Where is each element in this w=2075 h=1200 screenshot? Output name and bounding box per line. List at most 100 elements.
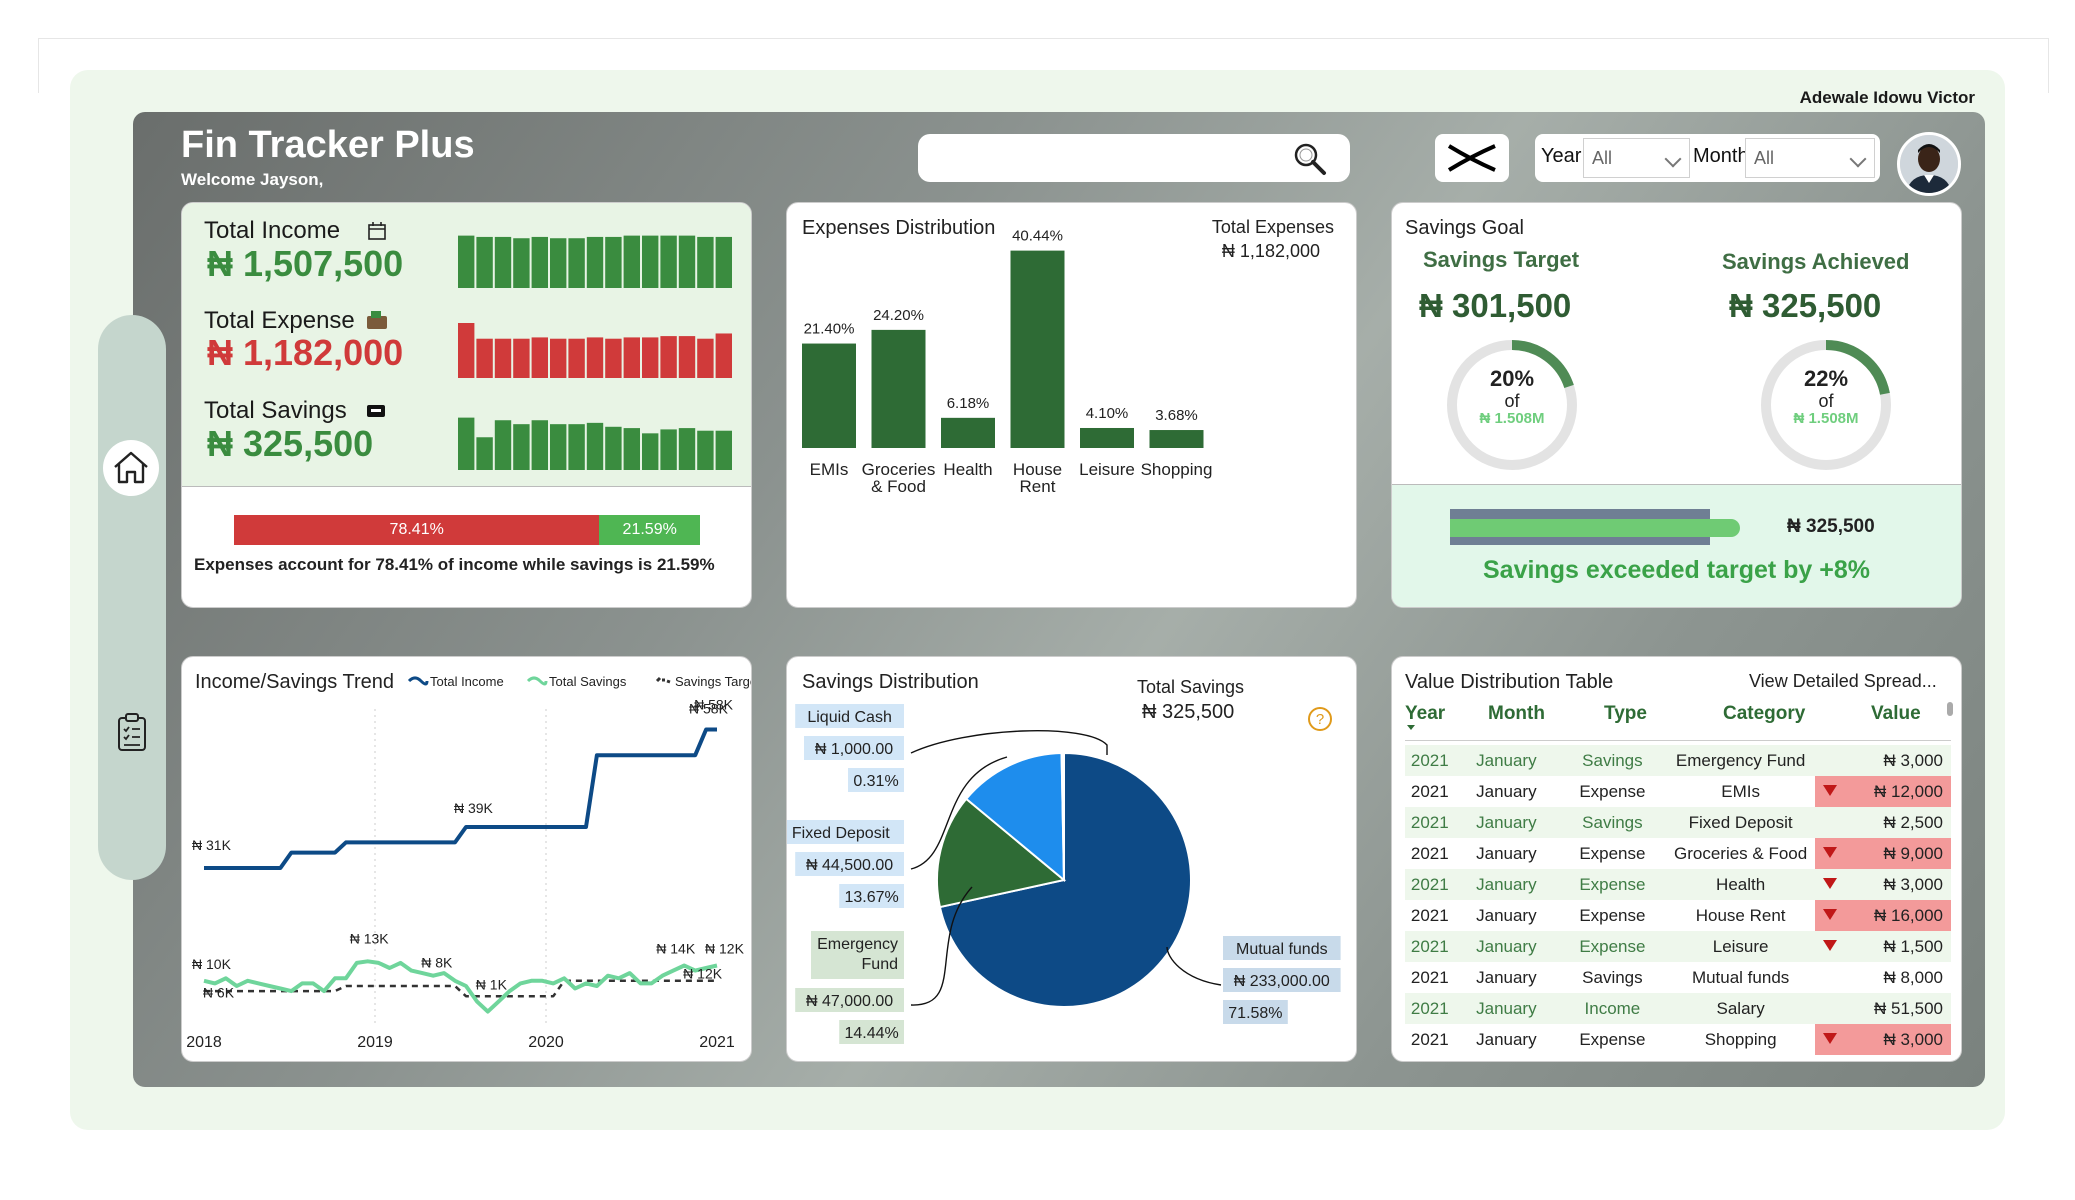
cell-value: ₦ 8,000 xyxy=(1883,967,1943,987)
table-row[interactable]: 2021 January Expense Health ₦ 3,000 xyxy=(1405,869,1951,900)
header-value[interactable]: Value xyxy=(1871,703,1921,724)
help-icon[interactable]: ? xyxy=(1306,705,1334,733)
emergency-fund-label-line2: Fund xyxy=(862,956,898,973)
expense-bar[interactable] xyxy=(1010,250,1065,448)
savings-distribution-title: Savings Distribution xyxy=(802,671,979,693)
expense-category-label: EMIs xyxy=(810,460,849,479)
frame-border-left xyxy=(38,38,39,93)
table-row[interactable]: 2021 January Expense Shopping ₦ 3,000 xyxy=(1405,1024,1951,1055)
expense-data-label: 3.68% xyxy=(1155,407,1198,424)
pie-slice-emergency-fund[interactable] xyxy=(936,797,1067,909)
leader-line xyxy=(910,886,973,1006)
table-row[interactable]: 2021 January Savings Emergency Fund ₦ 3,000 xyxy=(1405,745,1951,776)
cell-year: 2021 xyxy=(1405,931,1455,962)
expenses-card: Expenses Distribution Total Expenses ₦ 1… xyxy=(786,202,1357,608)
savings-target-ring xyxy=(1447,340,1577,470)
expense-bar[interactable] xyxy=(871,329,926,448)
down-arrow-icon xyxy=(1822,1032,1837,1044)
cell-year: 2021 xyxy=(1405,807,1455,838)
header-year[interactable]: Year xyxy=(1405,703,1446,724)
expense-data-label: 24.20% xyxy=(873,307,924,324)
cell-type: Expense xyxy=(1558,869,1667,900)
sparkline-bar xyxy=(531,420,548,470)
pie-slice-fixed-deposit[interactable] xyxy=(964,752,1066,883)
table-row[interactable]: 2021 January Expense Groceries & Food ₦ 9,00… xyxy=(1405,838,1951,869)
down-arrow-icon xyxy=(1822,784,1837,796)
sparkline-bar xyxy=(697,338,714,378)
close-button[interactable] xyxy=(1435,134,1509,182)
expense-bar[interactable] xyxy=(941,417,995,448)
cell-category: Salary xyxy=(1666,993,1815,1024)
table-row[interactable]: 2021 January Expense Leisure ₦ 1,500 xyxy=(1405,931,1951,962)
home-button[interactable] xyxy=(103,440,159,496)
header-type[interactable]: Type xyxy=(1604,703,1647,724)
target-of: of xyxy=(1504,391,1520,411)
avatar-image xyxy=(1900,135,1958,193)
year-filter-select[interactable]: All xyxy=(1583,138,1690,178)
expense-category-label: Health xyxy=(943,460,992,479)
emergency-fund-pct: 14.44% xyxy=(844,1025,898,1042)
expense-value: ₦ 1,182,000 xyxy=(207,332,404,373)
table-row[interactable]: 2021 January Savings Fixed Deposit ₦ 2,500 xyxy=(1405,807,1951,838)
expense-bar[interactable] xyxy=(1149,430,1204,448)
search-input[interactable] xyxy=(918,134,1350,182)
sparkline-bar xyxy=(476,437,493,470)
cell-value: ₦ 12,000 xyxy=(1814,776,1951,807)
point-label: ₦ 58K xyxy=(689,701,729,717)
table-row[interactable]: 2021 January Income Salary ₦ 51,500 xyxy=(1405,993,1951,1024)
achieved-of: of xyxy=(1818,391,1834,411)
mutual-funds-label: Mutual funds xyxy=(1236,941,1328,958)
expense-data-label: 40.44% xyxy=(1012,228,1063,245)
pie-slice-liquid-cash[interactable] xyxy=(1060,751,1065,881)
expense-sparkline xyxy=(458,323,732,378)
sparkline-bar xyxy=(586,422,604,470)
cell-type: Savings xyxy=(1558,807,1667,838)
table-row[interactable]: 2021 January Expense House Rent ₦ 16,000 xyxy=(1405,900,1951,931)
search-icon[interactable] xyxy=(1292,141,1328,177)
table-row[interactable]: 2021 January Expense EMIs ₦ 12,000 xyxy=(1405,776,1951,807)
leader-line xyxy=(910,756,1008,870)
header-month[interactable]: Month xyxy=(1488,703,1545,724)
clipboard-icon[interactable] xyxy=(116,712,148,752)
sparkline-bar xyxy=(715,430,732,470)
cell-value: ₦ 9,000 xyxy=(1814,838,1951,869)
legend-total-income: Total Income xyxy=(430,674,504,689)
sparkline-bar xyxy=(678,235,696,288)
sparkline-bar xyxy=(623,337,640,378)
sparkline-bar xyxy=(660,429,677,470)
cell-value-text: ₦ 3,000 xyxy=(1883,1029,1943,1049)
cell-year: 2021 xyxy=(1410,843,1449,863)
expense-bar[interactable] xyxy=(1080,427,1134,448)
sparkline-bar xyxy=(678,428,696,470)
chevron-down-icon xyxy=(1664,150,1682,168)
sparkline-bar xyxy=(568,424,585,470)
cell-category: Health xyxy=(1666,869,1815,900)
leader-line xyxy=(1166,946,1222,986)
savings-achieved-label: Savings Achieved xyxy=(1722,249,1910,274)
cell-value: ₦ 51,500 xyxy=(1814,993,1951,1024)
emergency-fund-amount: ₦ 47,000.00 xyxy=(806,993,893,1010)
sparkline-bar xyxy=(476,338,493,378)
cell-type: Expense xyxy=(1579,843,1646,863)
table-row[interactable]: 2021 January Savings Mutual funds ₦ 8,000 xyxy=(1405,962,1951,993)
sparkline-bar xyxy=(623,428,640,470)
expense-bar[interactable] xyxy=(802,343,856,448)
cell-year: 2021 xyxy=(1410,1029,1449,1049)
cell-category: Groceries & Food xyxy=(1674,843,1808,863)
point-label: ₦ 10K xyxy=(192,956,232,972)
header-category[interactable]: Category xyxy=(1723,703,1806,724)
view-detailed-link[interactable]: View Detailed Spread... xyxy=(1749,671,1937,691)
savings-achieved-ring xyxy=(1761,340,1891,470)
split-caption: Expenses account for 78.41% of income wh… xyxy=(194,555,715,574)
savings-goal-bottom xyxy=(1392,484,1961,607)
emergency-fund-label: Emergency xyxy=(817,936,898,953)
sparkline-bar xyxy=(494,338,512,378)
table-title: Value Distribution Table xyxy=(1405,671,1614,693)
month-filter-select[interactable]: All xyxy=(1745,138,1875,178)
mutual-funds-amount: ₦ 233,000.00 xyxy=(1234,973,1330,990)
sparkline-bar xyxy=(458,417,475,470)
user-avatar[interactable] xyxy=(1897,132,1961,196)
table-scrollbar[interactable] xyxy=(1947,702,1953,716)
cell-month: January xyxy=(1454,745,1559,776)
point-label: ₦ 58K xyxy=(694,697,734,713)
